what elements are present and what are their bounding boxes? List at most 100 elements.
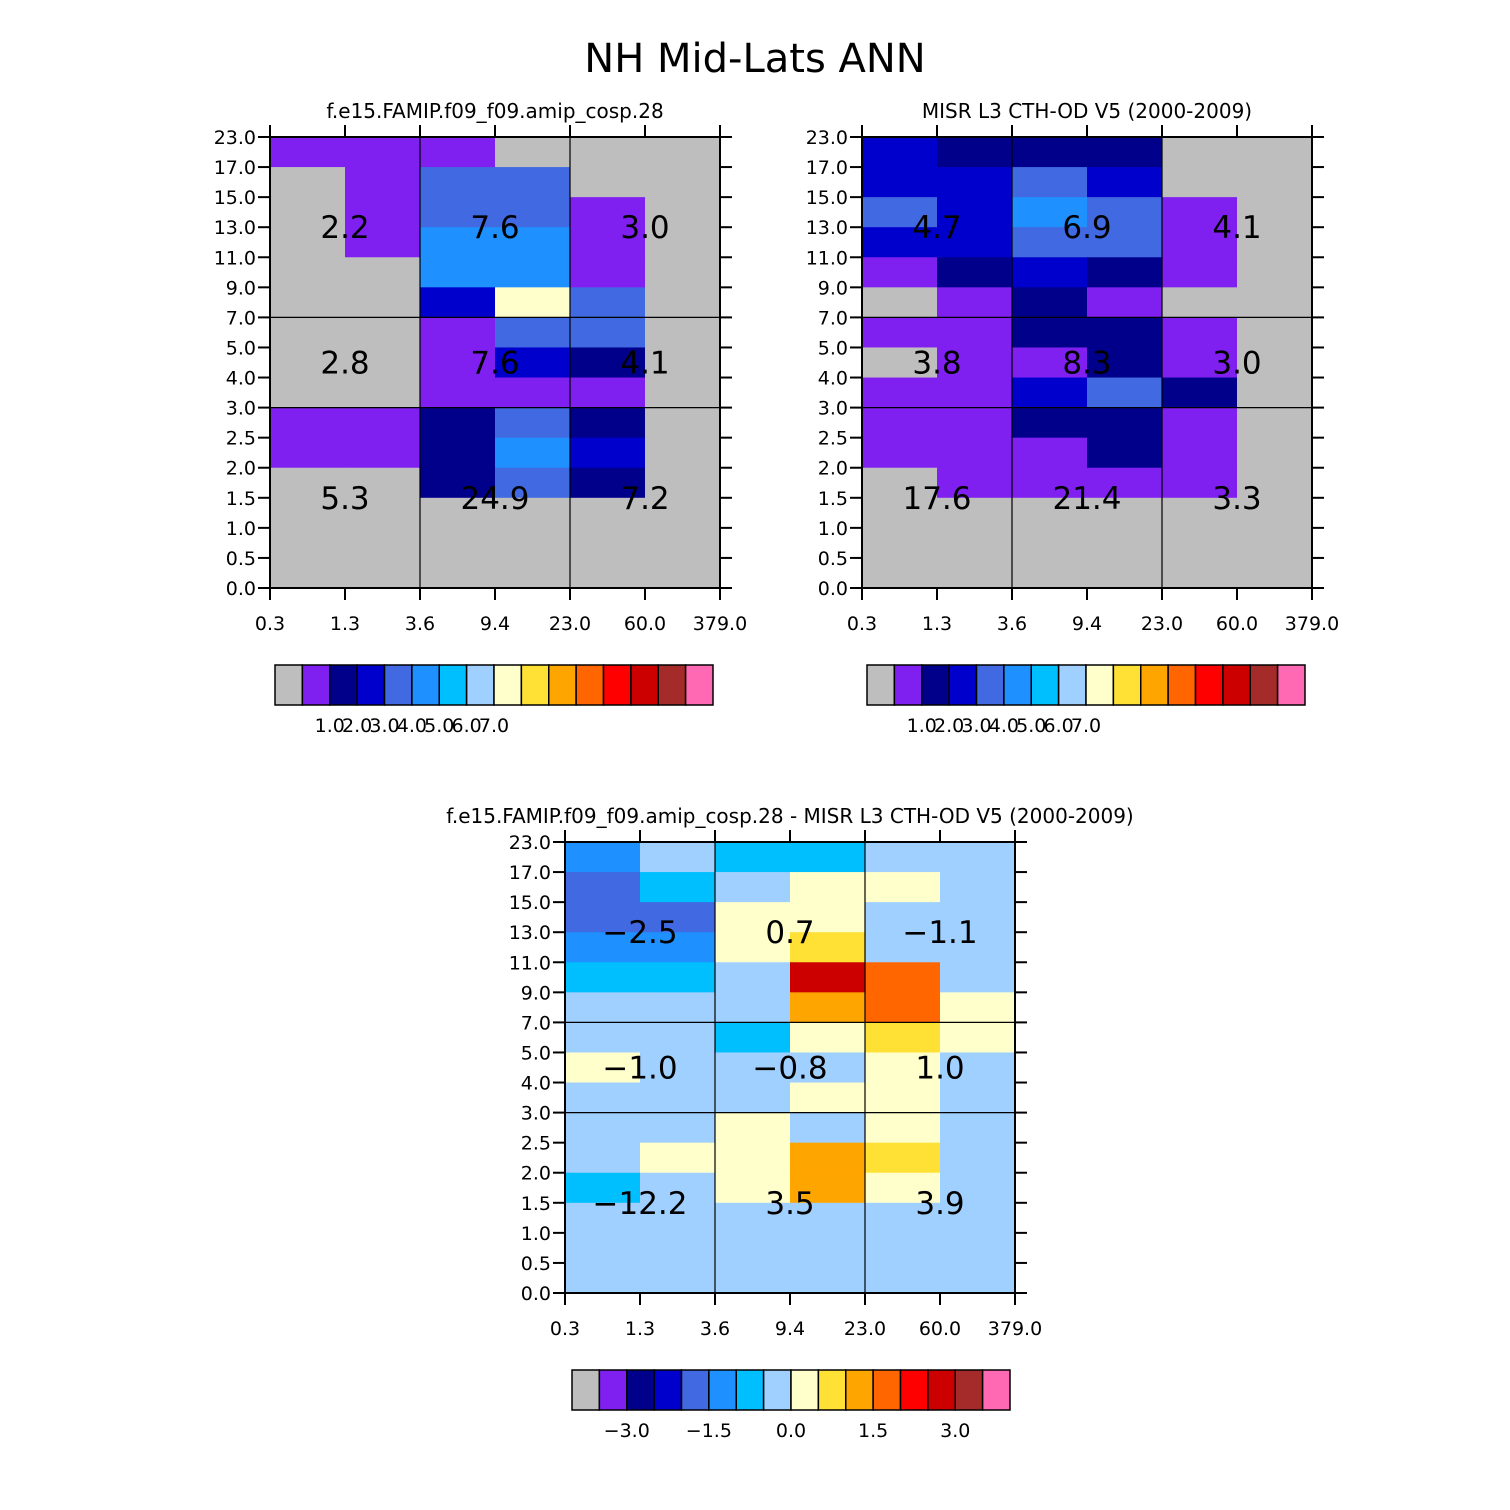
- region-total-label: 21.4: [1052, 481, 1121, 517]
- heatmap-cell: [495, 347, 571, 379]
- x-tick-label: 9.4: [480, 613, 510, 635]
- y-tick-label: 4.0: [818, 368, 848, 390]
- heatmap-cell: [1237, 557, 1313, 589]
- heatmap-cell: [937, 257, 1013, 288]
- x-tick-label: 23.0: [1141, 613, 1183, 635]
- heatmap-cell: [270, 467, 346, 499]
- y-tick-label: 15.0: [214, 187, 256, 209]
- heatmap-cell: [790, 872, 866, 903]
- heatmap-cell: [1237, 377, 1313, 409]
- y-tick-label: 5.0: [818, 337, 848, 359]
- colorbar-swatch: [1085, 664, 1115, 706]
- heatmap-cell: [565, 902, 641, 933]
- heatmap-cell: [645, 347, 721, 379]
- heatmap-cell: [640, 872, 716, 903]
- heatmap-cell: [1087, 137, 1163, 168]
- colorbar-swatch: [1222, 664, 1251, 706]
- heatmap-cell: [1237, 467, 1313, 499]
- heatmap-cell: [1162, 347, 1238, 379]
- heatmap-cell: [495, 167, 571, 198]
- heatmap-cell: [1237, 407, 1313, 439]
- heatmap-cell: [1087, 287, 1163, 318]
- heatmap-cell: [640, 992, 716, 1023]
- y-tick-label: 2.5: [818, 428, 848, 450]
- heatmap-cell: [1162, 437, 1238, 469]
- region-total-label: 5.3: [320, 481, 369, 517]
- heatmap-cell: [345, 497, 421, 529]
- heatmap-cell: [345, 257, 421, 288]
- heatmap-cell: [862, 197, 938, 228]
- x-tick-label: 9.4: [1072, 613, 1102, 635]
- colorbar-swatch: [383, 664, 413, 706]
- heatmap-cell: [345, 347, 421, 379]
- x-tick-label: 60.0: [1216, 613, 1258, 635]
- heatmap-cell: [345, 137, 421, 168]
- heatmap-cell: [865, 1052, 941, 1084]
- heatmap-cell: [940, 1172, 1016, 1204]
- heatmap-cell: [865, 1142, 941, 1174]
- heatmap-cell: [862, 407, 938, 439]
- region-total-label: 7.6: [470, 210, 519, 246]
- y-tick-label: 0.5: [818, 548, 848, 570]
- x-tick-label: 1.3: [625, 1318, 655, 1340]
- y-tick-label: 7.0: [818, 307, 848, 329]
- heatmap-cell: [790, 1142, 866, 1174]
- colorbar-swatch: [301, 664, 331, 706]
- colorbar-label: 1.5: [858, 1420, 888, 1442]
- region-total-label: 3.8: [912, 346, 961, 382]
- heatmap-cell: [1012, 197, 1088, 228]
- heatmap-cell: [862, 377, 938, 409]
- y-tick-label: 11.0: [509, 952, 551, 974]
- heatmap-cell: [865, 872, 941, 903]
- x-tick-label: 3.6: [700, 1318, 730, 1340]
- colorbar-label: 5.0: [424, 715, 454, 737]
- heatmap-cell: [270, 287, 346, 318]
- heatmap-cell: [790, 932, 866, 963]
- heatmap-cell: [420, 197, 496, 228]
- y-tick-label: 1.0: [521, 1223, 551, 1245]
- heatmap-cell: [270, 437, 346, 469]
- heatmap-cell: [645, 557, 721, 589]
- heatmap-cell: [865, 1262, 941, 1294]
- y-tick-label: 15.0: [806, 187, 848, 209]
- heatmap-cell: [862, 347, 938, 379]
- colorbar-swatch: [465, 664, 495, 706]
- heatmap-cell: [570, 347, 646, 379]
- observation-heatmap-panel: MISR L3 CTH-OD V5 (2000-2009) 0.0 0.5 1.0 1.…: [806, 99, 1340, 737]
- region-total-label: 3.3: [1212, 481, 1261, 517]
- heatmap-cell: [1012, 377, 1088, 409]
- region-total-label: 7.2: [620, 481, 669, 517]
- heatmap-cell: [420, 347, 496, 379]
- y-tick-label: 9.0: [521, 982, 551, 1004]
- heatmap-cell: [937, 317, 1013, 348]
- colorbar-label: 3.0: [961, 715, 991, 737]
- heatmap-cell: [715, 1142, 791, 1174]
- heatmap-cell: [1237, 497, 1313, 529]
- heatmap-cell: [345, 317, 421, 348]
- heatmap-cell: [645, 257, 721, 288]
- x-tick-label: 379.0: [988, 1318, 1042, 1340]
- heatmap-cell: [715, 1052, 791, 1084]
- heatmap-cell: [937, 347, 1013, 379]
- colorbar-swatch: [735, 1369, 765, 1411]
- heatmap-cell: [862, 137, 938, 168]
- heatmap-cell: [937, 287, 1013, 318]
- heatmap-cell: [640, 1052, 716, 1084]
- heatmap-cell: [1162, 497, 1238, 529]
- heatmap-cell: [715, 962, 791, 993]
- heatmap-cell: [345, 167, 421, 198]
- heatmap-cell: [715, 1112, 791, 1144]
- heatmap-cell: [940, 1262, 1016, 1294]
- y-tick-label: 2.5: [521, 1133, 551, 1155]
- y-tick-label: 17.0: [509, 862, 551, 884]
- y-tick-label: 23.0: [214, 127, 256, 149]
- colorbar-swatch: [981, 1369, 1011, 1411]
- heatmap-cell: [420, 227, 496, 258]
- difference-heatmap-panel: f.e15.FAMIP.f09_f09.amip_cosp.28 - MISR …: [446, 804, 1133, 1442]
- colorbar-label: 3.0: [940, 1420, 970, 1442]
- heatmap-cell: [937, 467, 1013, 499]
- heatmap-cell: [420, 527, 496, 559]
- x-tick-label: 1.3: [330, 613, 360, 635]
- heatmap-cell: [495, 197, 571, 228]
- heatmap-cell: [565, 1172, 641, 1204]
